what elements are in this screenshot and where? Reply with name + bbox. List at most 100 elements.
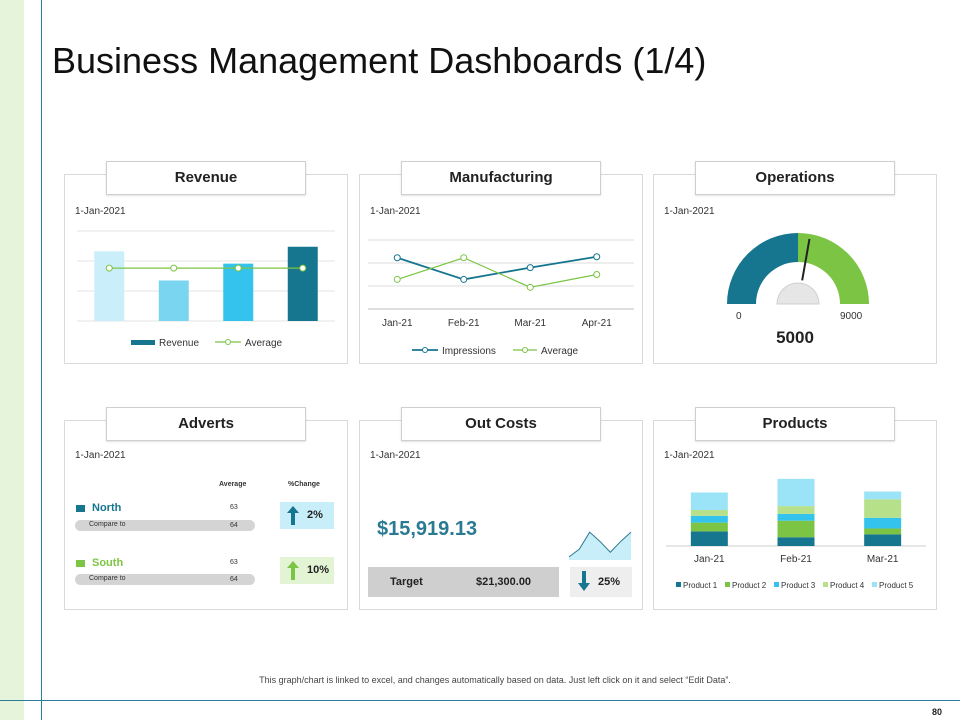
south-compare-label: Compare to (89, 575, 126, 582)
x-tick-label: Mar-21 (867, 554, 899, 565)
gauge-hub (776, 282, 820, 305)
product-bar-segment (777, 478, 815, 507)
gauge-max-label: 9000 (840, 311, 863, 322)
legend-revenue-label: Revenue (159, 338, 199, 349)
product-bar-segment (777, 506, 815, 514)
revenue-panel[interactable]: Revenue 1-Jan-2021 Revenue Average (64, 161, 348, 364)
target-box: Target $21,300.00 (368, 567, 559, 597)
bottom-divider (0, 700, 960, 701)
impressions-point (460, 275, 468, 283)
products-panel[interactable]: Products 1-Jan-2021 Jan-21 Feb-21 Mar-21 Pr… (653, 407, 937, 610)
operations-panel[interactable]: Operations 1-Jan-2021 0 9000 5000 (653, 161, 937, 364)
average-point (105, 264, 113, 272)
out-costs-panel[interactable]: Out Costs 1-Jan-2021 $15,919.13 Target $… (359, 407, 643, 610)
gauge-low-segment (727, 233, 798, 304)
revenue-date: 1-Jan-2021 (75, 206, 126, 217)
north-change-value: 2% (307, 509, 323, 521)
gauge-min-label: 0 (736, 311, 742, 322)
x-tick-label: Jan-21 (382, 318, 413, 329)
impressions-point (393, 254, 401, 262)
x-tick-label: Feb-21 (780, 554, 812, 565)
operations-date: 1-Jan-2021 (664, 206, 715, 217)
legend-swatch (823, 582, 828, 587)
average-point (299, 264, 307, 272)
south-change-value: 10% (307, 564, 330, 576)
north-change-box: 2% (280, 502, 334, 529)
average-point (170, 264, 178, 272)
south-change-box: 10% (280, 557, 334, 584)
legend-label: Product 2 (732, 581, 767, 590)
page-title: Business Management Dashboards (1/4) (52, 40, 707, 81)
adverts-date: 1-Jan-2021 (75, 450, 126, 461)
revenue-bar (94, 251, 125, 321)
manufacturing-date: 1-Jan-2021 (370, 206, 421, 217)
product-bar-segment (690, 522, 728, 532)
south-compare-bar: Compare to (75, 574, 255, 585)
product-bar-segment (864, 528, 902, 535)
out-costs-change-value: 25% (598, 576, 621, 588)
north-compare-bar: Compare to (75, 520, 255, 531)
legend-label: Product 1 (683, 581, 718, 590)
north-average: 63 (230, 504, 238, 511)
revenue-header: Revenue (106, 161, 306, 195)
legend-swatch (872, 582, 877, 587)
product-bar-segment (864, 499, 902, 518)
legend-average-marker (225, 339, 231, 345)
north-compare-value: 64 (230, 522, 238, 529)
sparkline-area (569, 532, 631, 560)
north-compare-label: Compare to (89, 521, 126, 528)
target-value: $21,300.00 (476, 576, 532, 588)
product-bar-segment (690, 531, 728, 546)
product-bar-segment (690, 509, 728, 516)
adverts-panel[interactable]: Adverts 1-Jan-2021 Average %Change North… (64, 407, 348, 610)
operations-gauge[interactable] (654, 175, 936, 363)
south-legend-square (76, 560, 85, 567)
manufacturing-chart[interactable]: Jan-21 Feb-21 Mar-21 Apr-21 Impressions Avera… (360, 175, 642, 363)
legend-label: Product 4 (830, 581, 865, 590)
legend-average-marker (522, 347, 528, 353)
revenue-bar (158, 280, 189, 321)
impressions-point (593, 253, 601, 261)
products-chart[interactable]: Jan-21 Feb-21 Mar-21 Product 1 Product 2 Prod… (654, 421, 936, 609)
legend-revenue-swatch (131, 340, 155, 345)
arrow-up-icon (287, 506, 299, 525)
product-bar-segment (777, 537, 815, 546)
left-accent-strip (0, 0, 24, 720)
footnote: This graph/chart is linked to excel, and… (259, 675, 731, 685)
south-compare-value: 64 (230, 576, 238, 583)
gauge-high-segment (798, 233, 869, 304)
page-number: 80 (931, 707, 942, 717)
product-bar-segment (864, 491, 902, 500)
legend-swatch (725, 582, 730, 587)
operations-header: Operations (695, 161, 895, 195)
out-costs-sparkline (568, 531, 632, 560)
product-bar-segment (864, 534, 902, 546)
legend-impressions-label: Impressions (442, 346, 496, 357)
manufacturing-panel[interactable]: Manufacturing 1-Jan-2021 Jan-21 Feb-21 Mar… (359, 161, 643, 364)
adverts-change-header: %Change (288, 481, 320, 488)
adverts-average-header: Average (219, 481, 247, 488)
legend-impressions-marker (422, 347, 428, 353)
legend-swatch (774, 582, 779, 587)
product-bar-segment (777, 520, 815, 538)
north-label: North (92, 502, 122, 514)
south-label: South (92, 557, 124, 569)
arrow-up-icon (287, 561, 299, 580)
arrow-down-icon (578, 571, 590, 591)
impressions-point (526, 264, 534, 272)
legend-label: Product 3 (781, 581, 816, 590)
average-point (234, 264, 242, 272)
revenue-chart[interactable]: Revenue Average (65, 175, 347, 363)
out-costs-change-box: 25% (570, 567, 632, 597)
average-point (593, 271, 601, 278)
impressions-line (396, 255, 597, 281)
revenue-bar (287, 246, 318, 321)
x-tick-label: Mar-21 (514, 318, 546, 329)
legend-label: Product 5 (879, 581, 914, 590)
out-costs-date: 1-Jan-2021 (370, 450, 421, 461)
x-tick-label: Apr-21 (582, 318, 612, 329)
products-header: Products (695, 407, 895, 441)
north-legend-square (76, 505, 85, 512)
average-point (460, 254, 468, 262)
product-bar-segment (690, 515, 728, 523)
